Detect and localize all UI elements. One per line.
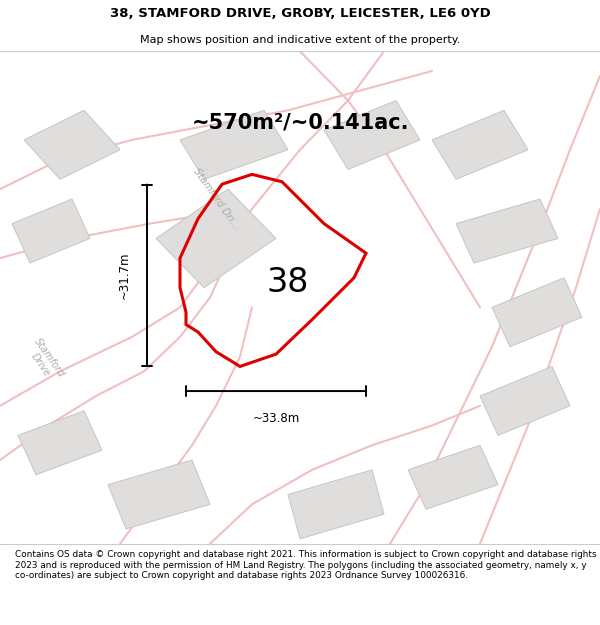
Polygon shape: [24, 111, 120, 179]
Polygon shape: [12, 199, 90, 263]
Text: Stamford
Drive: Stamford Drive: [23, 337, 67, 386]
Text: ~570m²/~0.141ac.: ~570m²/~0.141ac.: [191, 112, 409, 132]
Polygon shape: [324, 101, 420, 169]
Polygon shape: [180, 111, 288, 179]
Text: Map shows position and indicative extent of the property.: Map shows position and indicative extent…: [140, 35, 460, 45]
Polygon shape: [456, 199, 558, 263]
Polygon shape: [492, 278, 582, 347]
Text: ~33.8m: ~33.8m: [253, 412, 299, 424]
Polygon shape: [480, 366, 570, 436]
Text: Stamford Dri...: Stamford Dri...: [191, 167, 241, 231]
Text: ~31.7m: ~31.7m: [118, 252, 131, 299]
Polygon shape: [432, 111, 528, 179]
Text: 38: 38: [267, 266, 309, 299]
Text: Contains OS data © Crown copyright and database right 2021. This information is : Contains OS data © Crown copyright and d…: [15, 550, 596, 580]
Text: 38, STAMFORD DRIVE, GROBY, LEICESTER, LE6 0YD: 38, STAMFORD DRIVE, GROBY, LEICESTER, LE…: [110, 8, 490, 21]
Polygon shape: [408, 445, 498, 509]
Polygon shape: [288, 470, 384, 539]
Polygon shape: [156, 189, 276, 288]
Polygon shape: [108, 460, 210, 529]
Polygon shape: [18, 411, 102, 475]
